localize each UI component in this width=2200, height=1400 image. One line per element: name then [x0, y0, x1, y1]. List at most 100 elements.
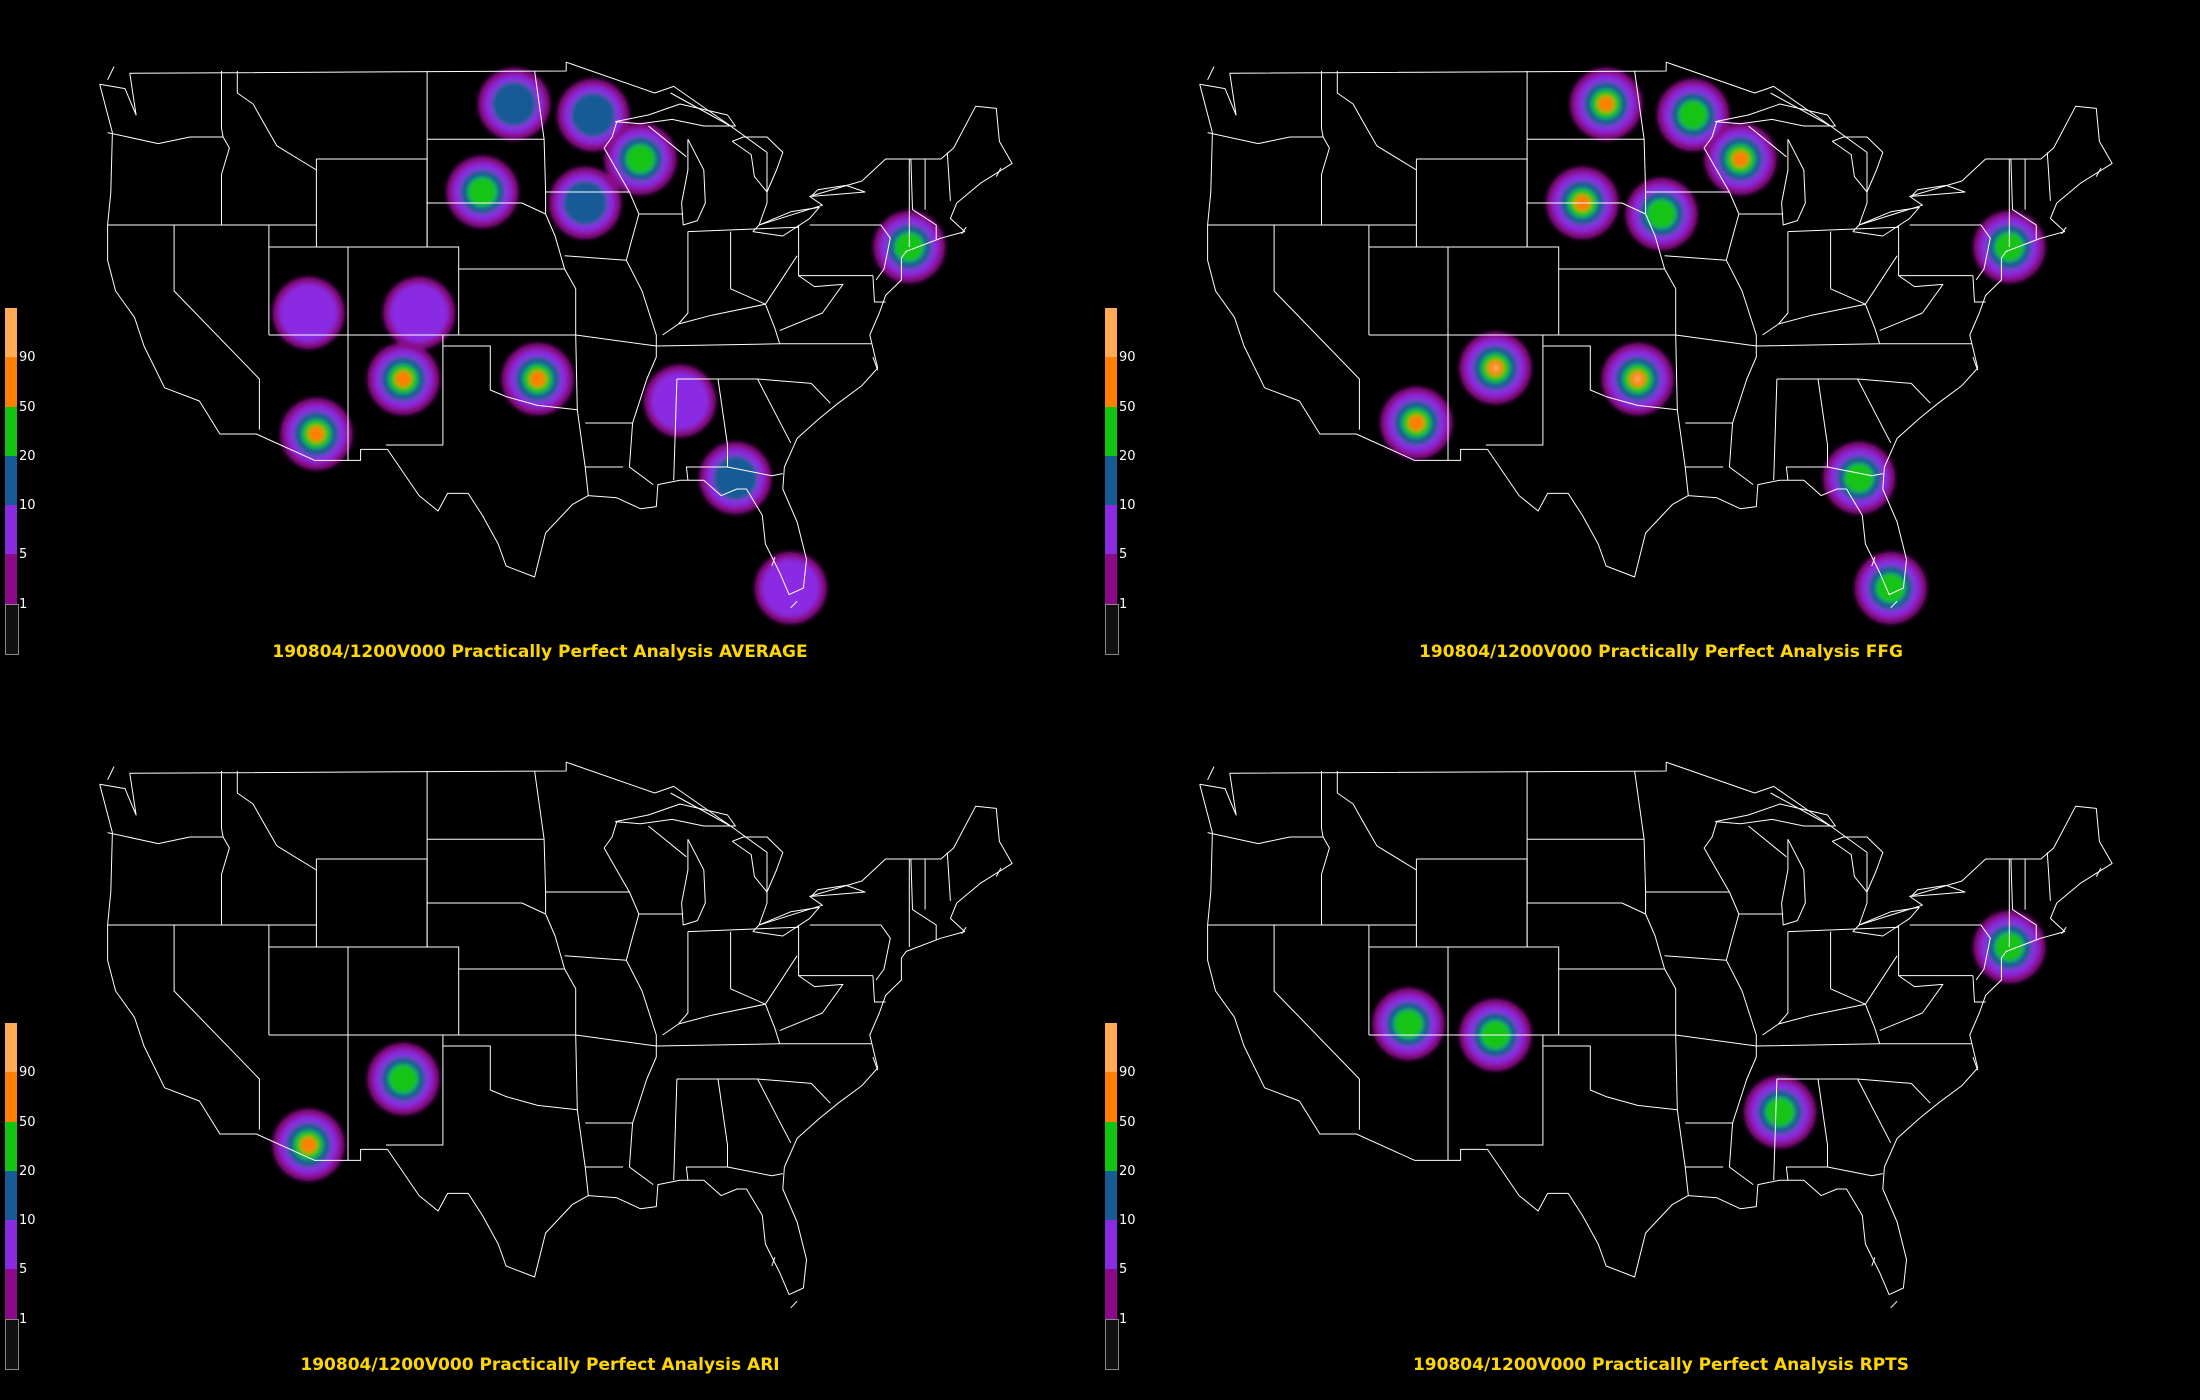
state-line — [1485, 335, 1544, 446]
us-outline — [99, 761, 1013, 1296]
precip-blob-ring — [1765, 1097, 1795, 1127]
state-line — [798, 225, 873, 277]
precip-blob-ring — [1393, 1009, 1424, 1039]
state-line — [1207, 132, 1324, 145]
state-line — [1898, 225, 1973, 277]
great-lake-outline — [1715, 103, 1836, 127]
legend-color-swatch — [1105, 406, 1117, 456]
legend-label: 90 — [19, 1065, 36, 1081]
great-lake-outline — [1831, 136, 1884, 193]
state-line — [1787, 226, 1899, 233]
us-outline — [1199, 761, 2113, 1296]
legend-label: 1 — [1119, 596, 1128, 612]
coast-detail — [995, 867, 1002, 877]
great-lake-outline — [731, 136, 784, 193]
panel-ffg: 1 5 10 20 50 90 190804/1200V000 Practically P… — [1100, 0, 2200, 700]
legend-color-swatch — [5, 357, 17, 407]
coast-detail — [995, 167, 1002, 177]
coast-detail — [1972, 356, 1979, 371]
state-line — [426, 771, 460, 1035]
precip-blobs — [1372, 911, 2046, 1148]
state-line — [236, 771, 317, 871]
great-lake-outline — [1781, 138, 1806, 226]
legend-colorbar: 1 5 10 20 50 90 — [5, 1023, 36, 1370]
state-line — [1827, 1166, 1883, 1177]
state-line — [730, 255, 798, 305]
state-line — [564, 955, 627, 961]
legend-color-swatch — [5, 1121, 17, 1171]
state-line — [1321, 771, 1330, 925]
state-line — [2010, 858, 2013, 910]
great-lake-outline — [615, 803, 736, 827]
coast-detail — [2061, 226, 2067, 235]
state-line — [1773, 378, 1778, 481]
state-line — [442, 345, 578, 411]
great-lake-outline — [810, 184, 866, 197]
legend-label: 10 — [1119, 1213, 1136, 1229]
state-line — [316, 858, 428, 948]
precip-blob-ring — [1875, 573, 1906, 603]
legend-color-swatch — [1105, 1121, 1117, 1171]
legend-label: 10 — [1119, 498, 1136, 514]
legend-color-swatch — [1105, 1170, 1117, 1221]
state-line — [268, 859, 317, 948]
state-line — [687, 926, 799, 933]
state-line — [1273, 225, 1360, 430]
state-line — [910, 858, 913, 910]
precip-blob-ring — [761, 558, 820, 618]
state-line — [1527, 902, 1646, 915]
state-line — [1321, 71, 1330, 225]
coast-detail — [790, 1300, 798, 1309]
state-line — [872, 275, 886, 303]
great-lake-outline — [1910, 184, 1966, 197]
legend-color-swatch — [5, 1318, 19, 1370]
precip-blob-ring — [1598, 95, 1615, 113]
state-line — [1368, 159, 1417, 248]
precip-blobs — [272, 1043, 440, 1181]
precip-blob-ring — [491, 81, 537, 127]
precip-blob-ring — [1633, 375, 1642, 383]
state-line — [1770, 792, 1831, 827]
state-line — [1857, 1078, 1892, 1144]
state-line — [1485, 1035, 1544, 1146]
legend-label: 10 — [19, 498, 36, 514]
precip-blob-ring — [388, 1064, 419, 1094]
legend-color-swatch — [5, 1170, 17, 1221]
coast-detail — [961, 926, 967, 935]
precip-blob-ring — [279, 283, 338, 343]
legend-label: 5 — [19, 547, 28, 563]
precip-blob-ring — [300, 1136, 317, 1154]
coast-detail — [2061, 926, 2067, 935]
legend-label: 5 — [1119, 547, 1128, 563]
state-line — [1909, 924, 1991, 981]
coast-detail — [1871, 557, 1876, 567]
legend-label: 90 — [1119, 1065, 1136, 1081]
state-line — [676, 1078, 831, 1104]
state-line — [662, 931, 689, 1036]
us-outline — [99, 61, 1013, 596]
state-line — [1776, 378, 1931, 404]
legend-color-swatch — [1105, 455, 1117, 506]
coast-detail — [1871, 1257, 1876, 1267]
us-map — [1199, 61, 2113, 624]
state-line — [603, 121, 657, 486]
state-line — [2012, 209, 2037, 241]
great-lake-outline — [731, 836, 784, 893]
state-line — [534, 70, 589, 496]
state-boundaries — [99, 61, 1013, 609]
legend-color-swatch — [5, 603, 19, 655]
state-line — [1703, 121, 1757, 486]
state-line — [268, 159, 317, 248]
precip-blob-ring — [1491, 364, 1500, 372]
state-line — [1542, 1045, 1678, 1111]
legend-color-swatch — [1105, 1269, 1117, 1319]
state-line — [757, 1078, 792, 1144]
state-line — [779, 275, 844, 332]
coast-detail — [107, 66, 115, 81]
state-line — [1773, 1078, 1778, 1181]
state-line — [107, 132, 224, 145]
legend-color-swatch — [5, 308, 17, 358]
state-boundaries — [99, 761, 1013, 1309]
state-boundaries — [1199, 61, 2113, 609]
great-lake-outline — [1910, 884, 1966, 897]
